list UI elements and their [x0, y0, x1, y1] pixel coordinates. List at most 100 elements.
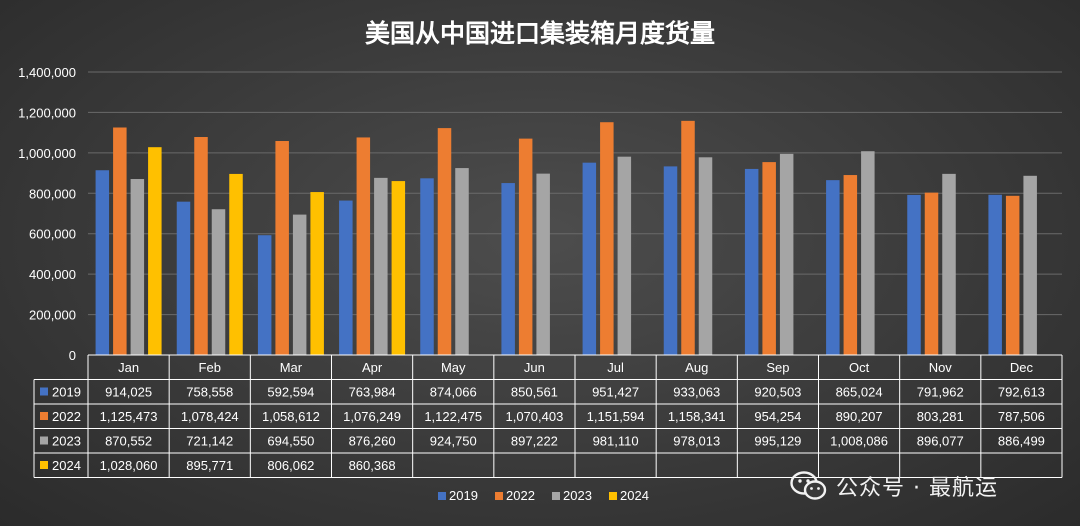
data-label: 876,260	[349, 434, 396, 449]
category-label: Dec	[1010, 360, 1034, 375]
category-label: Oct	[849, 360, 870, 375]
wechat-icon	[790, 471, 827, 500]
legend-label: 2019	[449, 488, 478, 503]
row-label: 2019	[52, 385, 81, 400]
legend-label: 2022	[506, 488, 535, 503]
data-label: 758,558	[186, 385, 233, 400]
category-label: Apr	[362, 360, 383, 375]
data-label: 592,594	[267, 385, 314, 400]
bar-2022-sep	[762, 162, 776, 355]
y-tick-label: 1,400,000	[18, 65, 76, 80]
data-label: 791,962	[917, 385, 964, 400]
data-label: 787,506	[998, 409, 1045, 424]
legend-key-2022	[495, 492, 503, 500]
category-label: Jul	[607, 360, 624, 375]
data-label: 1,151,594	[587, 409, 645, 424]
bar-2019-feb	[176, 201, 191, 355]
data-label: 981,110	[593, 434, 639, 449]
bar-2022-feb	[194, 137, 208, 355]
bar-2023-aug	[698, 157, 713, 355]
data-label: 792,613	[998, 385, 1045, 400]
data-label: 978,013	[673, 434, 720, 449]
legend-key-2023	[552, 492, 560, 500]
data-label: 1,076,249	[343, 409, 401, 424]
bar-2022-may	[437, 128, 452, 355]
bar-2024-jan	[148, 147, 162, 355]
data-label: 1,008,086	[830, 434, 888, 449]
data-label: 694,550	[267, 434, 314, 449]
data-label: 1,122,475	[424, 409, 482, 424]
legend-key-2019	[438, 492, 446, 500]
bar-2019-sep	[744, 168, 759, 355]
bar-2019-mar	[257, 235, 272, 355]
bar-2019-jun	[501, 183, 515, 355]
bar-2024-apr	[391, 181, 406, 355]
row-label: 2024	[52, 458, 81, 473]
data-label: 890,207	[836, 409, 883, 424]
legend-label: 2023	[563, 488, 592, 503]
data-label: 1,158,341	[668, 409, 726, 424]
bar-2022-mar	[275, 141, 289, 355]
bar-2019-may	[420, 178, 434, 355]
row-label: 2023	[52, 434, 81, 449]
data-label: 865,024	[836, 385, 883, 400]
bar-2023-jan	[130, 179, 145, 355]
bar-2023-jun	[536, 173, 550, 355]
bar-2022-oct	[843, 175, 858, 355]
bar-2024-mar	[310, 192, 324, 355]
category-label: Aug	[685, 360, 708, 375]
bar-2023-dec	[1023, 175, 1037, 355]
bar-2024-feb	[229, 173, 243, 355]
data-label: 886,499	[998, 434, 1045, 449]
data-label: 897,222	[511, 434, 558, 449]
category-label: Sep	[766, 360, 789, 375]
row-legend-key	[40, 387, 48, 396]
y-tick-label: 200,000	[29, 308, 76, 323]
data-label: 850,561	[511, 385, 558, 400]
category-label: Jun	[524, 360, 545, 375]
bar-2023-oct	[861, 151, 875, 355]
bar-2023-may	[455, 168, 469, 355]
data-label: 924,750	[430, 434, 477, 449]
data-label: 995,129	[754, 434, 801, 449]
category-label: Mar	[280, 360, 303, 375]
data-label: 1,125,473	[100, 409, 158, 424]
y-tick-label: 400,000	[29, 267, 76, 282]
bar-2019-jan	[95, 170, 110, 355]
data-label: 951,427	[592, 385, 639, 400]
bar-2019-dec	[988, 194, 1002, 355]
bar-2019-oct	[826, 180, 840, 355]
data-label: 860,368	[349, 458, 396, 473]
watermark: 公众号 · 最航运	[790, 466, 998, 506]
bar-2023-nov	[942, 173, 956, 355]
bar-2023-sep	[779, 153, 794, 355]
bar-2019-apr	[339, 200, 353, 355]
data-label: 1,070,403	[505, 409, 563, 424]
row-legend-key	[40, 412, 48, 420]
data-label: 933,063	[673, 385, 720, 400]
watermark-text: 公众号 · 最航运	[836, 476, 998, 501]
data-label: 1,058,612	[262, 409, 320, 424]
y-tick-label: 800,000	[29, 186, 76, 201]
data-label: 870,552	[105, 434, 152, 449]
data-label: 1,028,060	[100, 458, 158, 473]
category-label: Feb	[199, 360, 221, 375]
chart-title: 美国从中国进口集装箱月度货量	[365, 19, 715, 48]
bar-2023-feb	[211, 209, 226, 355]
bar-2023-mar	[292, 214, 307, 355]
data-label: 895,771	[186, 458, 233, 473]
bar-2019-aug	[663, 166, 678, 355]
category-label: May	[441, 360, 466, 375]
legend-key-2024	[609, 492, 617, 500]
y-tick-label: 1,000,000	[18, 146, 76, 161]
data-label: 803,281	[917, 409, 964, 424]
legend-label: 2024	[620, 488, 649, 503]
bar-2022-nov	[924, 192, 939, 355]
data-label: 914,025	[105, 385, 152, 400]
bar-2023-apr	[374, 177, 388, 355]
data-label: 806,062	[267, 458, 314, 473]
bar-2023-jul	[617, 156, 632, 355]
data-label: 763,984	[349, 385, 396, 400]
y-tick-label: 0	[69, 348, 76, 363]
